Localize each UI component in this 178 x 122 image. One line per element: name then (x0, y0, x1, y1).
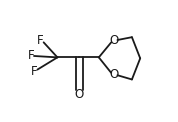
Text: F: F (37, 34, 43, 46)
Text: O: O (75, 87, 84, 101)
Text: F: F (31, 65, 37, 78)
Text: O: O (109, 34, 119, 47)
Text: O: O (109, 68, 119, 81)
Text: F: F (28, 50, 35, 62)
